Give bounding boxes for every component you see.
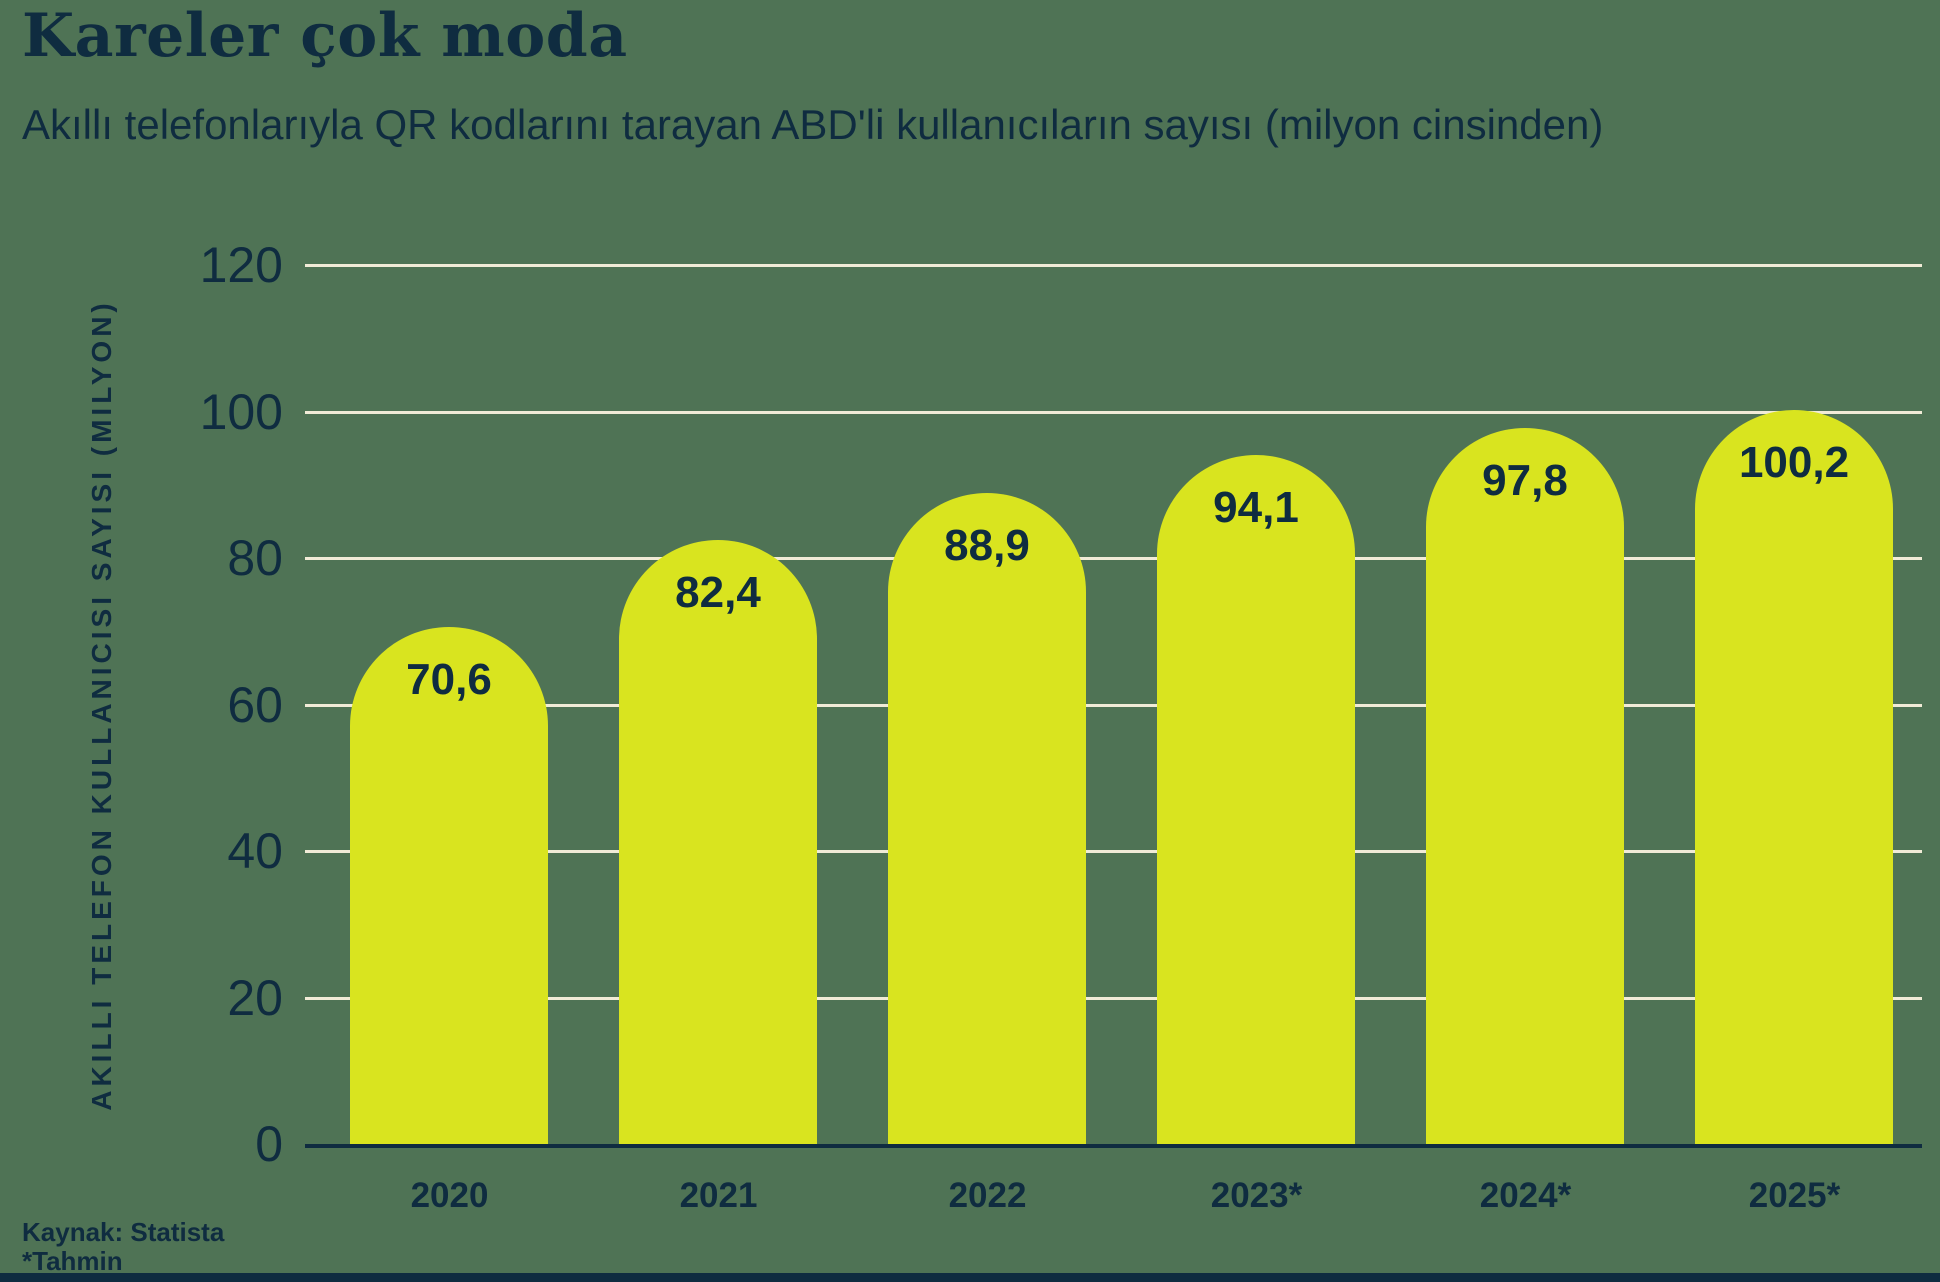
gridline-120	[305, 264, 1922, 267]
y-tick-label-100: 100	[199, 384, 283, 440]
y-tick-label-60: 60	[227, 677, 283, 733]
bar-value-label: 97,8	[1482, 456, 1568, 505]
x-tick-label-2024: 2024*	[1479, 1176, 1572, 1215]
bar-2025: 100,2	[1695, 410, 1893, 1144]
bar-value-label: 88,9	[944, 521, 1030, 570]
bar-2024: 97,8	[1426, 428, 1624, 1144]
bar-2021: 82,4	[619, 540, 817, 1144]
gridline-100	[305, 411, 1922, 414]
x-axis-line	[305, 1144, 1922, 1148]
source-block: Kaynak: Statista *Tahmin	[22, 1218, 224, 1276]
y-tick-label-0: 0	[255, 1116, 283, 1172]
gridline-40	[305, 850, 1922, 853]
gridline-20	[305, 997, 1922, 1000]
x-tick-label-2022: 2022	[948, 1176, 1027, 1215]
bar-value-label: 82,4	[675, 568, 761, 617]
bar-2020: 70,6	[350, 627, 548, 1144]
bar-value-label: 70,6	[406, 655, 492, 704]
gridline-60	[305, 704, 1922, 707]
bar-2022: 88,9	[888, 493, 1086, 1144]
footnote: *Tahmin	[22, 1246, 123, 1276]
bar-value-label: 94,1	[1213, 483, 1299, 532]
bottom-border-bar	[0, 1273, 1940, 1282]
y-tick-label-80: 80	[227, 530, 283, 586]
chart-subtitle: Akıllı telefonlarıyla QR kodlarını taray…	[22, 101, 1604, 148]
x-tick-label-2023: 2023*	[1210, 1176, 1303, 1215]
y-tick-label-120: 120	[199, 237, 283, 293]
gridline-80	[305, 557, 1922, 560]
x-tick-label-2020: 2020	[410, 1176, 489, 1215]
bar-value-label: 100,2	[1738, 438, 1850, 487]
x-tick-label-2021: 2021	[679, 1176, 758, 1215]
y-tick-label-20: 20	[227, 970, 283, 1026]
x-tick-label-2025: 2025*	[1748, 1176, 1841, 1215]
y-tick-label-40: 40	[227, 823, 283, 879]
chart-title: Kareler çok moda	[22, 1, 628, 71]
bar-2023: 94,1	[1157, 455, 1355, 1144]
source-note: Kaynak: Statista	[22, 1217, 225, 1247]
